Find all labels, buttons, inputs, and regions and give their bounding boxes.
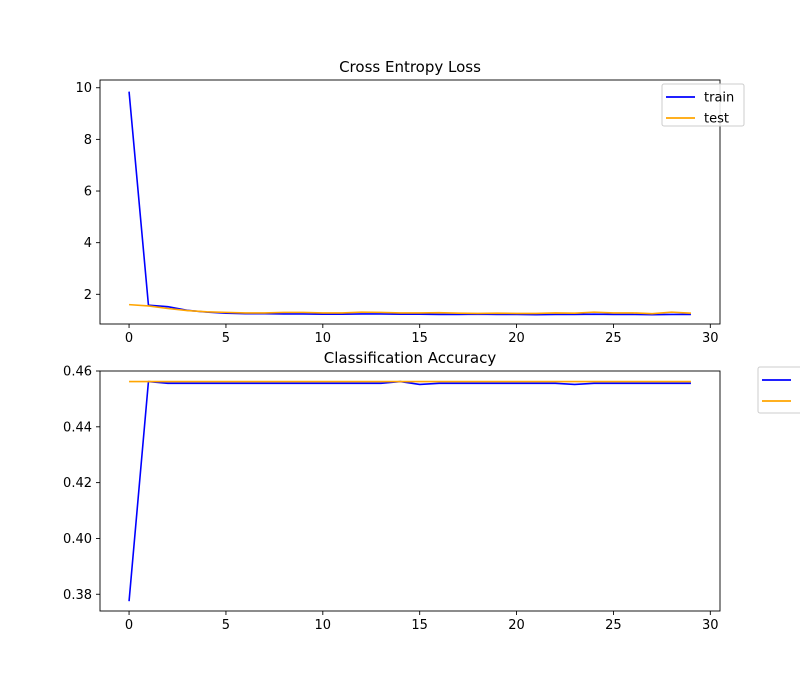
x-tick-label: 5 [222, 331, 230, 346]
x-tick-label: 30 [702, 618, 719, 633]
y-tick-label: 6 [84, 185, 92, 200]
legend: train test [661, 83, 745, 127]
series-line-test [129, 303, 691, 315]
y-tick-label: 0.46 [63, 365, 92, 380]
x-tick-label: 15 [411, 331, 428, 346]
chart-title: Classification Accuracy [324, 349, 497, 367]
series-line-train [128, 380, 691, 602]
axes-frame [99, 370, 721, 612]
x-tick-label: 25 [605, 331, 622, 346]
x-tick-label: 0 [125, 331, 133, 346]
legend-label-train: train [704, 91, 734, 106]
legend-label-test: test [704, 112, 729, 127]
y-tick-label: 0.42 [63, 476, 92, 491]
x-tick-label: 0 [125, 618, 133, 633]
legend-frame [757, 366, 800, 414]
axes-frame [99, 79, 721, 325]
series-group [128, 380, 691, 602]
y-tick-label: 2 [84, 288, 92, 303]
y-tick-label: 8 [84, 133, 92, 148]
y-tick-label: 0.38 [63, 588, 92, 603]
x-tick-label: 10 [315, 618, 332, 633]
x-tick-label: 15 [411, 618, 428, 633]
x-tick-label: 20 [508, 618, 525, 633]
x-tick-label: 25 [605, 618, 622, 633]
legend [757, 366, 800, 414]
series-group [128, 91, 691, 316]
series-line-train [128, 91, 691, 316]
subplot-2: Classification Accuracy 0 5 10 15 20 25 30 0.38 0… [63, 349, 800, 633]
y-tick-label: 0.40 [63, 532, 92, 547]
y-tick-label: 4 [84, 236, 92, 251]
x-tick-label: 20 [508, 331, 525, 346]
x-tick-label: 30 [702, 331, 719, 346]
y-tick-label: 0.44 [63, 420, 92, 435]
chart-title: Cross Entropy Loss [339, 58, 481, 76]
y-tick-label: 10 [75, 81, 92, 96]
x-tick-label: 10 [315, 331, 332, 346]
legend-frame [661, 83, 745, 127]
subplot-1: Cross Entropy Loss 0 5 10 15 20 25 30 2 4 6 8 10 trai… [75, 58, 745, 346]
x-tick-label: 5 [222, 618, 230, 633]
